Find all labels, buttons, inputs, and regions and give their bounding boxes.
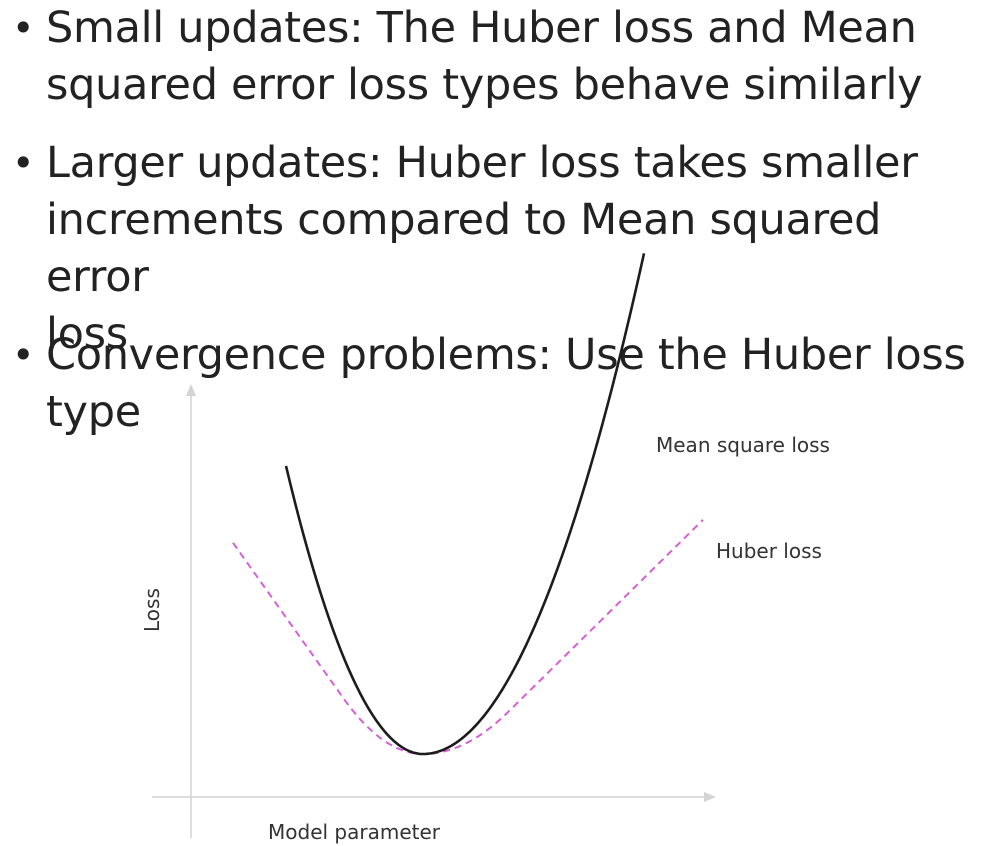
mean-square-loss-label: Mean square loss	[656, 433, 830, 457]
bullet-text-larger-updates: Larger updates: Huber loss takes smaller…	[46, 138, 918, 359]
y-axis-arrow-icon	[186, 384, 196, 396]
bullet-text-convergence-problems: Convergence problems: Use the Huber loss…	[46, 330, 966, 437]
x-axis-arrow-icon	[704, 792, 716, 802]
huber-loss-label: Huber loss	[716, 539, 822, 563]
y-axis-label: Loss	[140, 588, 164, 632]
bullet-marker: •	[12, 6, 35, 50]
bullet-marker: •	[12, 141, 35, 185]
huber-loss-curve	[232, 519, 704, 755]
mean-square-loss-curve	[284, 253, 646, 756]
bullet-marker: •	[12, 333, 35, 377]
bullet-text-small-updates: Small updates: The Huber loss and Mean s…	[46, 3, 923, 110]
x-axis-label: Model parameter	[268, 820, 441, 844]
